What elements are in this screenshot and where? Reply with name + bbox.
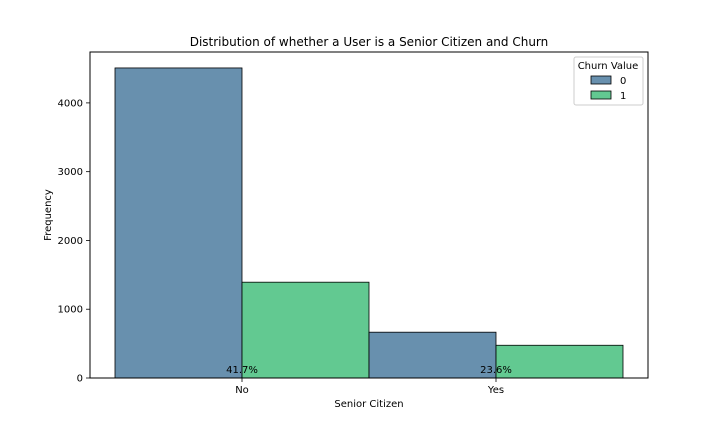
chart-title: Distribution of whether a User is a Seni…: [190, 35, 549, 49]
plot-area-frame: [89, 51, 649, 379]
annotation-yes: 23.6%: [480, 365, 512, 376]
y-tick-label: 0: [77, 374, 83, 385]
annotations-group: 41.7% 23.6%: [226, 365, 512, 376]
x-tick-label-no: No: [235, 385, 249, 396]
legend-swatch-1: [590, 90, 612, 100]
legend-label-0: 0: [620, 76, 626, 87]
bar-no-series-0: [114, 67, 243, 379]
legend: Churn Value 0 1: [573, 56, 644, 106]
x-tick-label-yes: Yes: [487, 385, 504, 396]
y-tick-label: 2000: [58, 236, 83, 247]
bars-group: [114, 67, 624, 379]
y-tick-label: 4000: [58, 98, 83, 109]
bar-yes-series-1: [495, 344, 624, 379]
y-axis: 0 1000 2000 3000 4000: [58, 98, 90, 385]
y-tick-label: 1000: [58, 305, 83, 316]
legend-swatch-0: [590, 75, 612, 85]
legend-label-1: 1: [620, 91, 626, 102]
bar-yes-series-0: [368, 331, 497, 379]
annotation-no: 41.7%: [226, 365, 258, 376]
y-axis-label: Frequency: [43, 189, 54, 241]
x-axis: No Yes: [235, 378, 504, 396]
legend-title: Churn Value: [578, 61, 639, 72]
y-tick-label: 3000: [58, 167, 83, 178]
bar-no-series-1: [241, 281, 370, 379]
x-axis-label: Senior Citizen: [334, 399, 403, 410]
